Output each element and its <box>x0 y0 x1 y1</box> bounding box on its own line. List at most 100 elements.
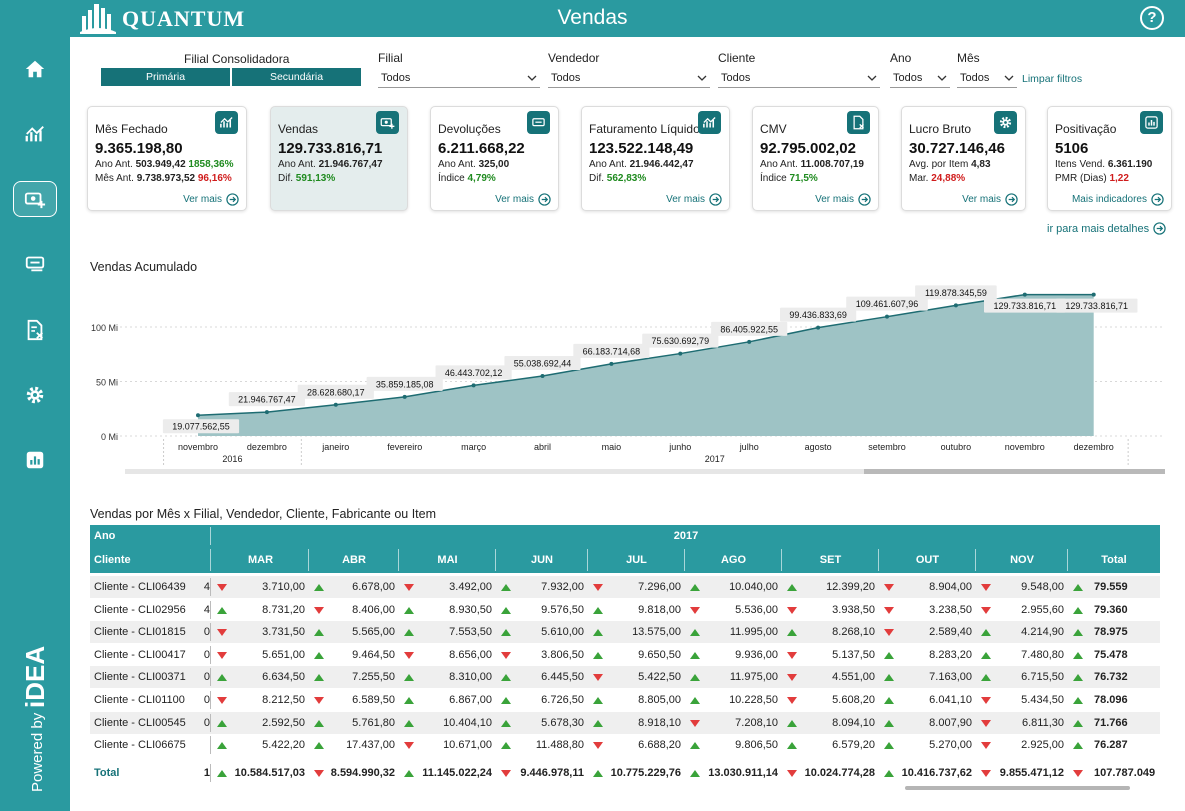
kpi-line-1: Avg. por Item 4,83 <box>909 159 991 170</box>
header-month-mar[interactable]: MAR <box>247 554 274 566</box>
kpi-line-2: Índice 71,5% <box>760 173 818 184</box>
chevron-down-icon <box>1004 75 1014 81</box>
kpi-value: 9.365.198,80 <box>95 140 183 157</box>
data-point <box>816 325 821 330</box>
sidebar-item-sales[interactable] <box>13 181 57 217</box>
table-row[interactable]: Cliente - CLI01815 0 3.731,50 5.565,00 7.553… <box>90 621 1160 644</box>
mes-select[interactable]: Todos <box>957 69 1017 88</box>
sidebar-item-home[interactable] <box>17 51 53 87</box>
ano-select[interactable]: Todos <box>890 69 950 88</box>
kpi-card-devolucoes[interactable]: Devoluções 6.211.668,22 Ano Ant. 325,00 … <box>430 106 559 211</box>
kpi-card-faturamento[interactable]: Faturamento Líquido 123.522.148,49 Ano A… <box>581 106 730 211</box>
clear-filters-link[interactable]: Limpar filtros <box>1022 73 1083 85</box>
chevron-down-icon <box>697 75 707 81</box>
cell-value: 6.678,00 <box>352 581 395 593</box>
client-name: Cliente - CLI06675 <box>94 739 186 752</box>
filial-select[interactable]: Todos <box>378 69 540 88</box>
kpi-card-lucro-bruto[interactable]: Lucro Bruto 30.727.146,46 Avg. por Item … <box>901 106 1026 211</box>
segment-primary[interactable]: Primária <box>101 68 230 86</box>
cell-value: 11.488,80 <box>535 739 584 752</box>
table-row[interactable]: Cliente - CLI00545 0 2.592,50 5.761,80 10.40… <box>90 711 1160 734</box>
x-group-label: 2016 <box>222 454 242 464</box>
cell-value: 6.041,10 <box>929 694 972 706</box>
segment-secondary[interactable]: Secundária <box>232 68 361 86</box>
arrow-down-icon <box>787 674 797 682</box>
y-tick-label: 0 Mi <box>101 432 118 442</box>
sidebar-item-reports[interactable] <box>17 442 53 478</box>
sidebar-item-returns[interactable] <box>17 245 53 281</box>
more-details-link[interactable]: ir para mais detalhes <box>1047 222 1166 235</box>
cell-value: 7.480,80 <box>1021 648 1064 661</box>
arrow-up-icon <box>314 719 324 727</box>
cell-value: 9.855.471,12 <box>999 767 1064 779</box>
cell-value: 3.710,00 <box>262 581 305 593</box>
kpi-card-mes-fechado[interactable]: Mês Fechado 9.365.198,80 Ano Ant. 503.94… <box>87 106 247 211</box>
table-row[interactable]: Cliente - CLI06439 4 3.710,00 6.678,00 3.492… <box>90 576 1160 598</box>
more-indicators-link[interactable]: Mais indicadores <box>1072 193 1164 206</box>
data-label-bg <box>984 298 1066 313</box>
vendedor-select[interactable]: Todos <box>548 69 710 88</box>
sidebar-item-trends[interactable] <box>17 116 53 152</box>
kpi-card-vendas[interactable]: Vendas 129.733.816,71 Ano Ant. 21.946.76… <box>270 106 408 211</box>
see-more-link[interactable]: Ver mais <box>962 193 1018 206</box>
kpi-value: 123.522.148,49 <box>589 140 694 157</box>
cell-value: 3.806,50 <box>541 648 584 661</box>
arrow-up-icon <box>1073 719 1083 727</box>
table-total-row[interactable]: Total 1 10.584.517,03 8.594.990,32 11.145.02… <box>90 762 1160 784</box>
header-month-out[interactable]: OUT <box>915 554 940 566</box>
header-cliente: Cliente <box>94 554 131 566</box>
arrow-up-icon <box>981 674 991 682</box>
table-row[interactable]: Cliente - CLI01100 0 8.212,50 6.589,50 6.867… <box>90 689 1160 711</box>
kpi-value: 6.211.668,22 <box>438 140 525 157</box>
x-tick-label: novembro <box>178 442 218 452</box>
sidebar-item-settings[interactable] <box>17 377 53 413</box>
header-month-set[interactable]: SET <box>819 554 842 566</box>
header-month-nov[interactable]: NOV <box>1010 554 1034 566</box>
table-row[interactable]: Cliente - CLI02956 4 8.731,20 8.406,00 8.930… <box>90 599 1160 621</box>
arrow-down-icon <box>314 606 324 614</box>
arrow-up-icon <box>501 629 511 637</box>
cliente-select[interactable]: Todos <box>718 69 880 88</box>
cell-value: 7.255,50 <box>352 671 395 684</box>
arrow-down-icon <box>217 629 227 637</box>
sidebar-item-documents[interactable] <box>17 312 53 348</box>
header-month-jun[interactable]: JUN <box>530 554 553 566</box>
data-label: 109.461.607,96 <box>856 299 919 309</box>
kpi-line-label: Ano Ant. <box>438 159 479 170</box>
header-month-jul[interactable]: JUL <box>626 554 647 566</box>
header-month-mai[interactable]: MAI <box>437 554 458 566</box>
arrow-up-icon <box>404 674 414 682</box>
kpi-icon <box>994 111 1017 134</box>
arrow-up-icon <box>404 629 414 637</box>
help-button[interactable]: ? <box>1140 6 1164 30</box>
see-more-link[interactable]: Ver mais <box>666 193 722 206</box>
table-row[interactable]: Cliente - CLI06675 5.422,20 17.437,00 10.67… <box>90 734 1160 756</box>
sales-matrix-table: Ano 2017 Cliente MAR ABR MAI JUN JUL AGO SET OUT NO… <box>90 525 1160 785</box>
arrow-up-icon <box>593 651 603 659</box>
more-details-label: ir para mais detalhes <box>1047 222 1150 235</box>
arrow-down-icon <box>217 697 227 704</box>
table-horizontal-scrollbar[interactable] <box>905 786 1130 790</box>
kpi-line-label: Ano Ant. <box>589 159 630 170</box>
cell-value: 9.806,50 <box>735 739 778 752</box>
table-row[interactable]: Cliente - CLI00371 0 6.634,50 7.255,50 8.310… <box>90 666 1160 689</box>
see-more-link[interactable]: Ver mais <box>183 193 239 206</box>
kpi-line-1: Itens Vend. 6.361.190 <box>1055 159 1152 170</box>
header-total[interactable]: Total <box>1101 554 1127 566</box>
see-more-label: Ver mais <box>183 194 222 205</box>
brand-logo[interactable]: QUANTUM <box>80 2 245 35</box>
header-month-ago[interactable]: AGO <box>720 554 747 566</box>
table-row[interactable]: Cliente - CLI00417 0 5.651,00 9.464,50 8.656… <box>90 644 1160 666</box>
row-total-value: 76.732 <box>1094 671 1128 684</box>
see-more-label: Mais indicadores <box>1071 194 1147 205</box>
see-more-link[interactable]: Ver mais <box>815 193 871 206</box>
kpi-card-cmv[interactable]: CMV 92.795.002,02 Ano Ant. 11.008.707,19… <box>752 106 879 211</box>
chevron-down-icon <box>867 75 877 81</box>
see-more-link[interactable]: Ver mais <box>495 193 551 206</box>
header-month-abr[interactable]: ABR <box>342 554 366 566</box>
consolidated-label: Filial Consolidadora <box>184 52 290 66</box>
filial-value: Todos <box>381 72 411 84</box>
cell-value: 10.040,00 <box>729 581 778 593</box>
arrow-up-icon <box>314 674 324 682</box>
kpi-card-positivacao[interactable]: Positivação 5106 Itens Vend. 6.361.190 P… <box>1047 106 1172 211</box>
